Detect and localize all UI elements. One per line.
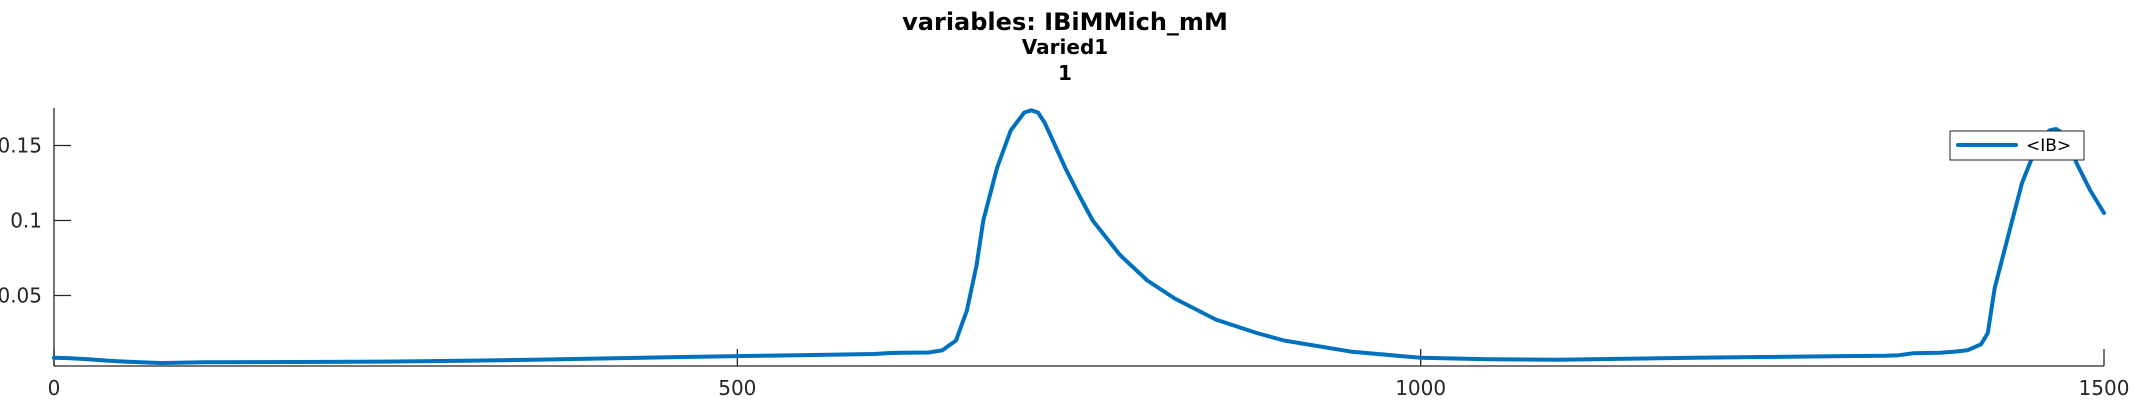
y-tick-label: 0.05	[0, 284, 42, 308]
x-tick-label: 500	[718, 376, 756, 400]
legend: <IB>	[1949, 130, 2085, 161]
axes: 0 500 1000 1500 0.05 0.1 0.15	[0, 108, 2129, 400]
x-tick-label: 1500	[2079, 376, 2130, 400]
y-tick-label: 0.15	[0, 134, 42, 158]
series-line-ib	[52, 108, 2106, 365]
chart-title: variables: IBiMMich_mM	[902, 8, 1228, 36]
plot-series	[52, 108, 2106, 365]
x-tick-label: 0	[48, 376, 61, 400]
y-ticks: 0.05 0.1 0.15	[0, 134, 71, 308]
x-tick-label: 1000	[1395, 376, 1446, 400]
chart-subtitle-2: 1	[1058, 61, 1072, 85]
legend-label: <IB>	[2026, 136, 2071, 156]
y-tick-label: 0.1	[10, 209, 42, 233]
chart-subtitle: Varied1	[1022, 35, 1108, 59]
